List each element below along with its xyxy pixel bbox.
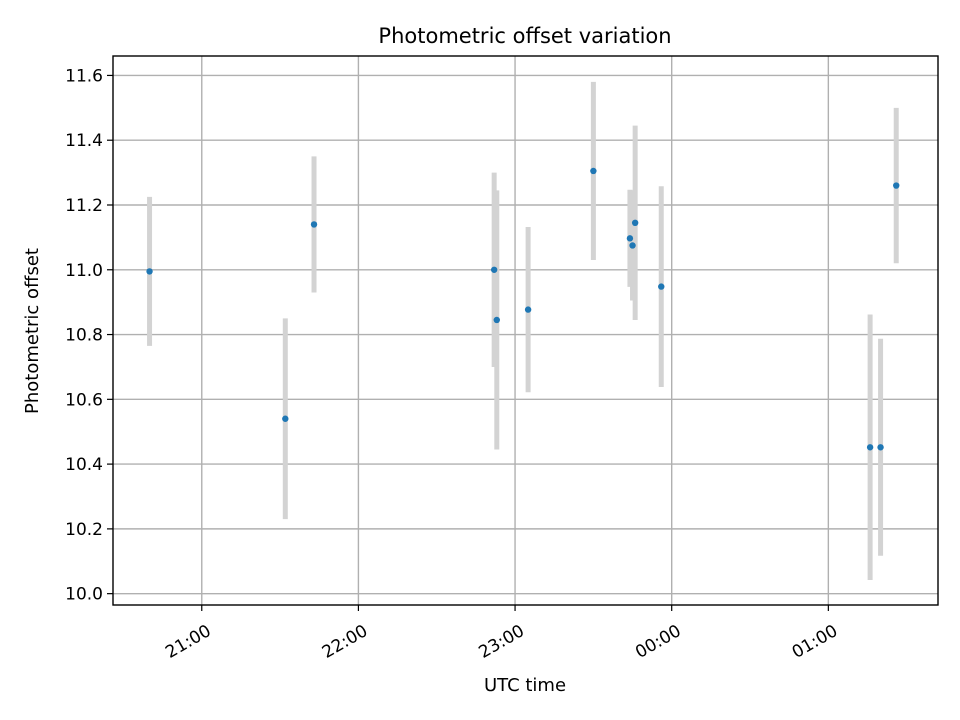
y-axis-ticks: 10.0 10.2 10.4 10.6 10.8 11.0 11.2 11.4 11.6 (65, 66, 113, 605)
data-point (524, 306, 532, 313)
x-tick-label: 21:00 (162, 621, 214, 663)
data-point (629, 242, 636, 249)
y-tick-label: 11.6 (65, 66, 103, 86)
y-tick-label: 10.6 (65, 390, 103, 410)
x-axis-ticks: 21:00 22:00 23:00 00:00 01:00 (162, 605, 841, 663)
data-point (146, 268, 153, 275)
data-point (877, 444, 884, 451)
data-point (282, 415, 289, 422)
grid (113, 56, 938, 605)
data-point (658, 283, 665, 290)
data-point (590, 167, 597, 175)
chart-title: Photometric offset variation (378, 24, 671, 48)
y-tick-label: 11.0 (65, 261, 103, 281)
data-point (626, 235, 634, 242)
error-bars (147, 81, 899, 581)
x-tick-label: 00:00 (632, 621, 684, 663)
data-point (310, 221, 318, 228)
y-tick-label: 11.2 (65, 196, 103, 216)
data-point (493, 316, 500, 324)
y-tick-label: 10.4 (65, 455, 103, 475)
x-tick-label: 22:00 (319, 621, 371, 663)
y-tick-label: 10.0 (65, 585, 103, 605)
data-point (631, 219, 639, 227)
data-points (146, 167, 900, 451)
y-tick-label: 11.4 (65, 131, 103, 151)
data-point (866, 444, 874, 451)
data-point (893, 182, 900, 189)
x-axis-label: UTC time (484, 675, 566, 696)
y-axis-label: Photometric offset (22, 248, 43, 414)
y-tick-label: 10.8 (65, 326, 103, 346)
plot-frame (112, 55, 939, 606)
data-point (490, 266, 498, 273)
x-tick-label: 01:00 (789, 621, 841, 663)
y-tick-label: 10.2 (65, 520, 103, 540)
x-tick-label: 23:00 (475, 621, 527, 663)
